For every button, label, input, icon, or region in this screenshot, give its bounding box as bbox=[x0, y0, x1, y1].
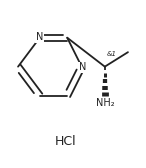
Text: HCl: HCl bbox=[55, 135, 77, 148]
Text: N: N bbox=[36, 32, 43, 42]
Text: N: N bbox=[79, 62, 86, 72]
Text: &1: &1 bbox=[106, 51, 116, 56]
Text: NH₂: NH₂ bbox=[95, 98, 114, 108]
